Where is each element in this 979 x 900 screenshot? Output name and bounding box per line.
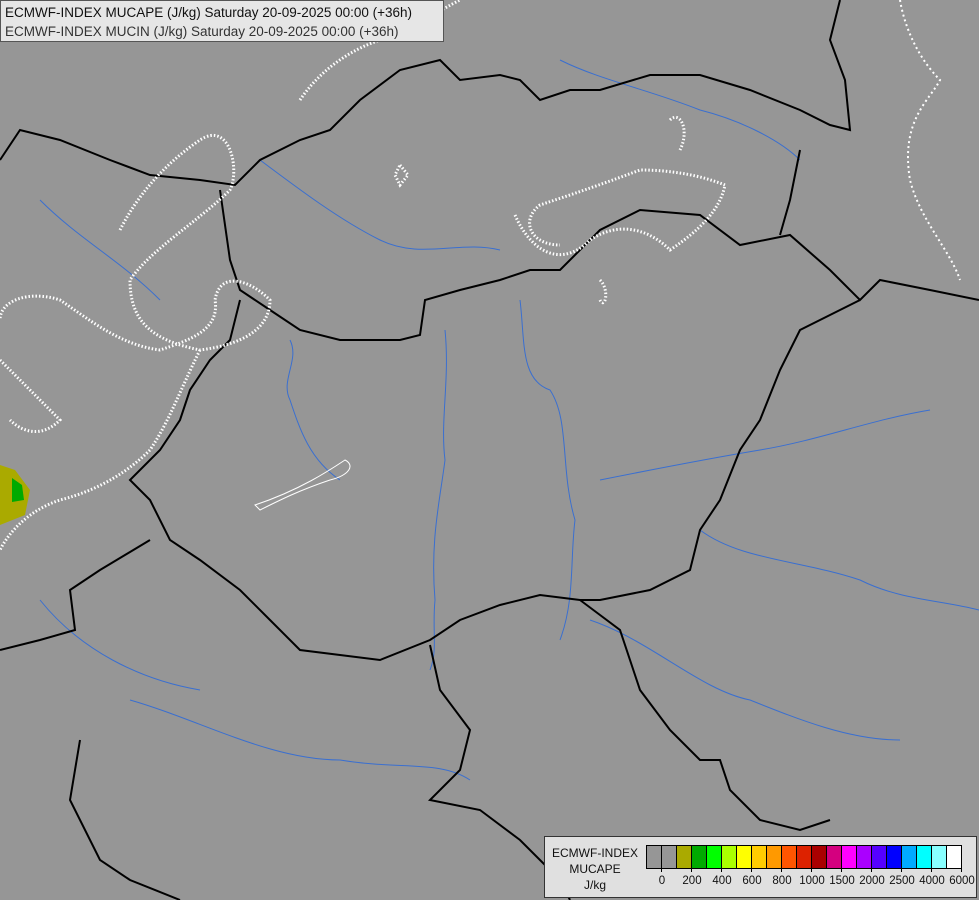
- legend-tick: [931, 867, 932, 872]
- legend-swatch: [737, 846, 752, 868]
- legend-color-bar: [646, 845, 962, 869]
- legend-swatch: [947, 846, 961, 868]
- legend-swatch: [902, 846, 917, 868]
- river: [699, 529, 979, 611]
- cin-contour: [393, 162, 410, 188]
- legend-swatch: [692, 846, 707, 868]
- legend-tick-label: 200: [682, 875, 702, 887]
- legend-ticks: 0 200 400 600 800 1000 1500 2000 2500 4000 6000: [646, 867, 975, 897]
- legend-tick-label: 0: [658, 875, 666, 887]
- cin-contour: [0, 358, 63, 434]
- cin-contour: [899, 0, 961, 281]
- river: [259, 159, 501, 251]
- cin-contour: [0, 133, 272, 352]
- border-hungary-south-west: [128, 299, 861, 662]
- legend-tick: [751, 867, 752, 872]
- river: [599, 409, 931, 481]
- legend-swatch: [857, 846, 872, 868]
- legend-tick: [871, 867, 872, 872]
- legend-tick-label: 6000: [949, 875, 975, 887]
- mucape-area: [0, 465, 30, 525]
- title-mucape: ECMWF-INDEX MUCAPE (J/kg) Saturday 20-09…: [5, 5, 413, 20]
- border-slovakia-hungary: [219, 189, 979, 341]
- cin-contour: [598, 278, 608, 304]
- legend-tick: [721, 867, 722, 872]
- legend-name: ECMWF-INDEX: [552, 846, 638, 860]
- legend-swatch: [812, 846, 827, 868]
- river: [589, 619, 901, 741]
- misc-contours: [254, 0, 961, 511]
- legend-swatch: [677, 846, 692, 868]
- river: [559, 59, 801, 161]
- legend-tick-label: 1500: [829, 875, 855, 887]
- cape-area-300: [12, 478, 24, 502]
- legend-tick: [841, 867, 842, 872]
- legend-tick-label: 400: [712, 875, 732, 887]
- legend-swatch: [872, 846, 887, 868]
- border-romania-serbia: [579, 599, 831, 832]
- legend-swatch: [647, 846, 662, 868]
- legend-tick-label: 2000: [859, 875, 885, 887]
- river-tisza: [519, 299, 576, 641]
- legend-swatch: [842, 846, 857, 868]
- legend-swatch: [827, 846, 842, 868]
- border-ukraine: [779, 149, 801, 236]
- legend-swatch: [752, 846, 767, 868]
- border-bosnia: [68, 739, 181, 900]
- legend-label: ECMWF-INDEX MUCAPE J/kg: [545, 845, 645, 893]
- legend-swatch: [782, 846, 797, 868]
- legend-swatch: [707, 846, 722, 868]
- legend-swatch: [797, 846, 812, 868]
- title-mucin: ECMWF-INDEX MUCIN (J/kg) Saturday 20-09-…: [5, 24, 399, 39]
- legend-swatch: [887, 846, 902, 868]
- legend-tick: [901, 867, 902, 872]
- river-danube: [429, 329, 447, 671]
- legend-swatch: [932, 846, 947, 868]
- rivers: [39, 59, 979, 781]
- river: [129, 699, 471, 781]
- legend-unit: J/kg: [583, 878, 606, 892]
- legend-swatch: [662, 846, 677, 868]
- legend-tick-label: 800: [772, 875, 792, 887]
- legend-tick-label: 1000: [799, 875, 825, 887]
- border-slovenia-croatia: [0, 539, 151, 651]
- river: [286, 339, 341, 481]
- color-legend: ECMWF-INDEX MUCAPE J/kg 0 200 400 600 800 100…: [544, 836, 977, 898]
- lake-balaton: [254, 459, 351, 511]
- river: [39, 199, 161, 301]
- legend-tick-label: 2500: [889, 875, 915, 887]
- legend-variable: MUCAPE: [569, 862, 621, 876]
- legend-tick: [691, 867, 692, 872]
- legend-tick: [811, 867, 812, 872]
- legend-swatch: [917, 846, 932, 868]
- legend-tick-label: 4000: [919, 875, 945, 887]
- legend-swatch: [767, 846, 782, 868]
- title-box: ECMWF-INDEX MUCAPE (J/kg) Saturday 20-09…: [0, 0, 444, 42]
- river: [39, 599, 201, 691]
- legend-swatch: [722, 846, 737, 868]
- legend-tick: [961, 867, 962, 872]
- cin-contour: [0, 349, 202, 551]
- border-north: [0, 0, 852, 187]
- legend-tick: [661, 867, 662, 872]
- legend-tick: [781, 867, 782, 872]
- cin-contour: [513, 168, 727, 257]
- legend-tick-label: 600: [742, 875, 762, 887]
